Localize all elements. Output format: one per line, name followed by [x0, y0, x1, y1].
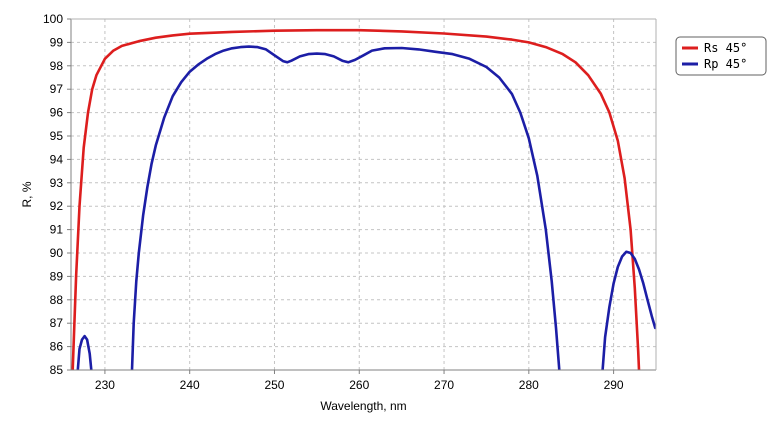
y-tick-label: 100 [43, 12, 63, 26]
y-tick-label: 89 [50, 269, 64, 283]
y-tick-label: 96 [50, 106, 64, 120]
y-tick-label: 95 [50, 129, 64, 143]
x-tick-label: 230 [95, 378, 115, 392]
y-tick-label: 91 [50, 223, 64, 237]
y-tick-label: 85 [50, 363, 64, 377]
legend-label: Rs 45° [704, 41, 747, 55]
series-layer [71, 28, 656, 370]
series-line-2-segment-3 [601, 250, 656, 370]
y-tick-label: 90 [50, 246, 64, 260]
y-tick-label: 86 [50, 340, 64, 354]
x-tick-label: 240 [180, 378, 200, 392]
chart-grid [71, 19, 656, 370]
legend-box [675, 36, 767, 76]
tick-labels: 230 240 250 260 270 280 290 85 86 87 88 89 90 91 92 93 9… [43, 12, 624, 392]
series-line-2-segment-2 [130, 45, 561, 370]
y-tick-label: 99 [50, 35, 64, 49]
y-tick-label: 94 [50, 152, 64, 166]
x-tick-label: 280 [519, 378, 539, 392]
x-tick-label: 250 [264, 378, 284, 392]
x-tick-label: 290 [604, 378, 624, 392]
y-tick-label: 93 [50, 176, 64, 190]
y-tick-label: 87 [50, 316, 64, 330]
y-axis-title: R, % [20, 181, 34, 207]
y-tick-label: 88 [50, 293, 64, 307]
y-tick-label: 98 [50, 59, 64, 73]
series-line-2-segment-1 [76, 334, 93, 370]
x-axis-title: Wavelength, nm [320, 399, 406, 413]
legend-label: Rp 45° [704, 57, 747, 71]
series-line-1-segment-1 [71, 28, 641, 370]
y-tick-label: 97 [50, 82, 64, 96]
chart-axes [67, 18, 657, 374]
x-tick-label: 260 [349, 378, 369, 392]
plot-area [71, 19, 656, 370]
x-tick-label: 270 [434, 378, 454, 392]
chart-legend[interactable]: Rs 45° Rp 45° [675, 36, 767, 76]
y-tick-label: 92 [50, 199, 64, 213]
